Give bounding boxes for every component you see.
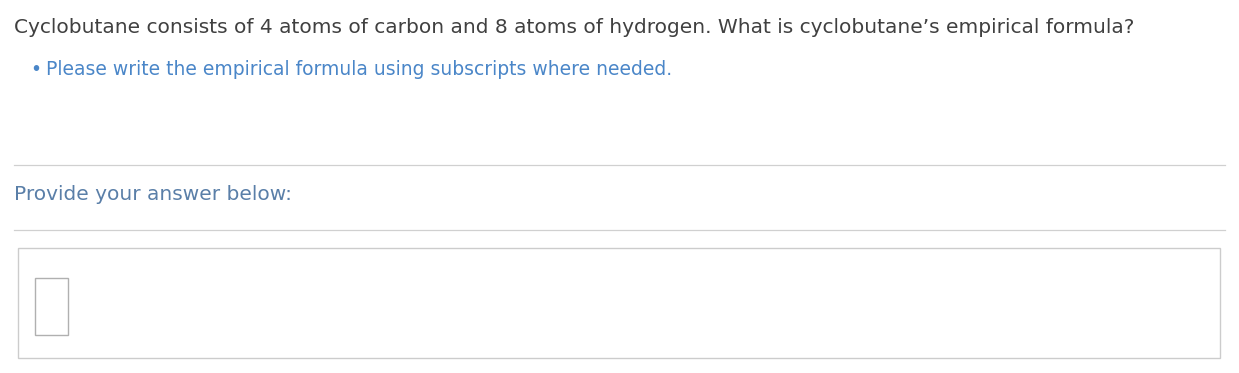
Text: Cyclobutane consists of 4 atoms of carbon and 8 atoms of hydrogen. What is cyclo: Cyclobutane consists of 4 atoms of carbo… — [14, 18, 1135, 37]
Bar — [35, 278, 68, 335]
Text: Provide your answer below:: Provide your answer below: — [14, 185, 292, 204]
Bar — [19, 248, 1220, 358]
Text: Please write the empirical formula using subscripts where needed.: Please write the empirical formula using… — [46, 60, 672, 79]
Text: •: • — [30, 60, 41, 79]
